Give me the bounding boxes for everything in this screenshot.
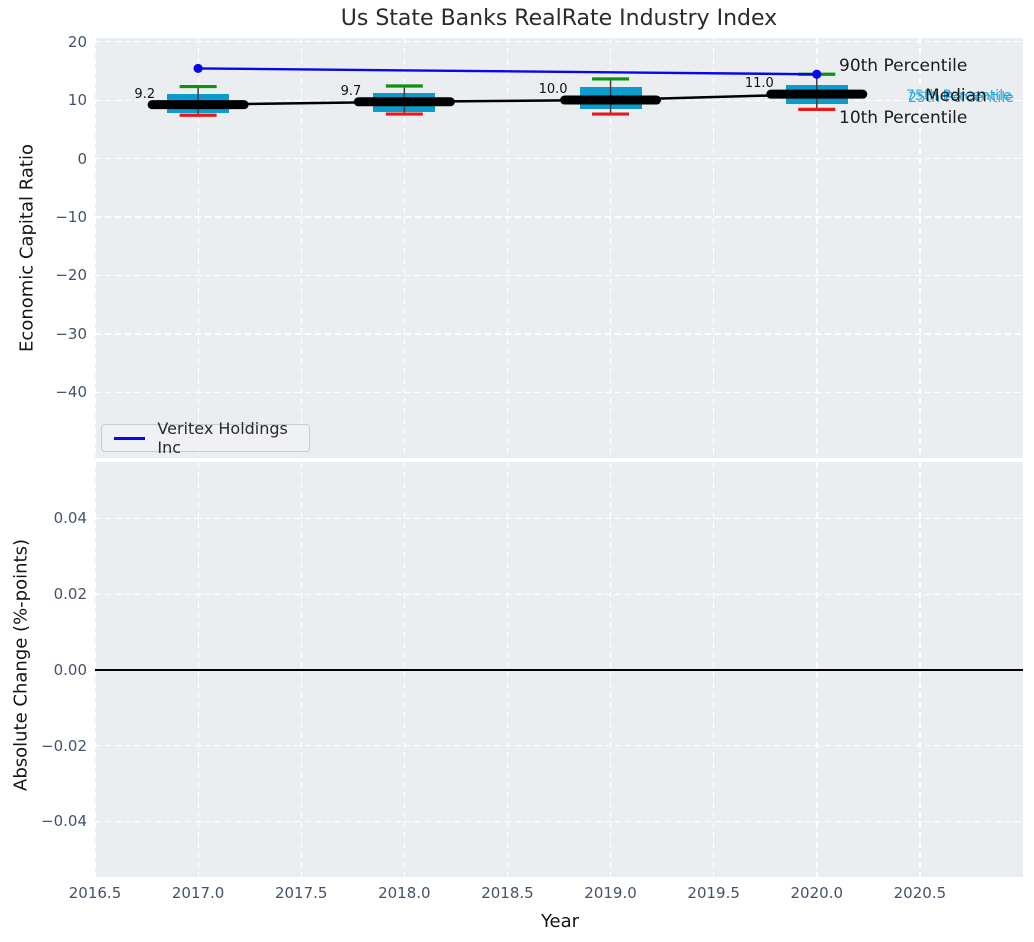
- x-tick-label: 2019.0: [584, 884, 637, 902]
- x-tick-label: 2016.5: [68, 884, 122, 902]
- x-axis-label: Year: [540, 911, 580, 932]
- percentile-90-label: 90th Percentile: [839, 56, 968, 76]
- gridline-v: [197, 38, 199, 458]
- y-tick-label: −40: [55, 383, 87, 402]
- gridline-v: [919, 38, 921, 458]
- gridline-v: [816, 38, 818, 458]
- boxplot-box-2017: [167, 93, 230, 114]
- x-tick-label: 2020.5: [893, 884, 947, 902]
- y-tick-label: −30: [55, 324, 87, 343]
- zero-line: [95, 668, 1023, 671]
- x-tick-label: 2017.0: [171, 884, 225, 902]
- x-tick-label: 2018.5: [481, 884, 534, 902]
- gridline-h: [95, 158, 1023, 160]
- percentile-10-label: 10th Percentile: [839, 108, 968, 128]
- median-label: Median: [925, 86, 987, 106]
- gridline-h: [95, 333, 1023, 335]
- gridline-v: [713, 38, 715, 458]
- percentile-75-label: 75th Percentile: [906, 88, 1012, 104]
- gridline-h: [95, 274, 1023, 277]
- gridline-v: [94, 38, 96, 458]
- median-value-label: 9.2: [134, 86, 156, 102]
- gridline-h: [95, 391, 1023, 394]
- median-value-label: 11.0: [744, 76, 774, 92]
- percentile-25-label: 25th Percentile: [908, 90, 1014, 106]
- y-tick-label: −0.04: [41, 812, 87, 831]
- gridline-h: [95, 745, 1023, 747]
- gridline-h: [95, 41, 1023, 43]
- chart-title: Us State Banks RealRate Industry Index: [340, 6, 778, 31]
- boxplot-box-2020: [785, 85, 848, 104]
- legend: Veritex Holdings Inc: [101, 419, 310, 457]
- y-tick-label: 0.02: [53, 585, 87, 604]
- y-tick-label: −10: [55, 207, 87, 226]
- y-tick-label: 20: [67, 32, 87, 51]
- legend-line-sample: [114, 436, 146, 440]
- boxplot-box-2018: [373, 92, 436, 112]
- y-tick-label: 10: [67, 91, 87, 109]
- y-tick-label: 0: [77, 149, 87, 168]
- gridline-h: [95, 99, 1023, 101]
- gridline-h: [95, 216, 1023, 218]
- boxplot-box-2019: [579, 87, 642, 109]
- y-tick-label: 0.04: [53, 509, 87, 528]
- gridline-h: [95, 593, 1023, 595]
- median-value-label: 10.0: [538, 82, 568, 97]
- gridline-v: [610, 38, 612, 458]
- gridline-h: [95, 517, 1023, 520]
- bottom-y-axis-label: Absolute Change (%-points): [10, 539, 32, 791]
- y-tick-label: −0.02: [41, 736, 87, 755]
- x-tick-label: 2020.0: [790, 884, 844, 902]
- y-tick-label: −20: [55, 266, 87, 285]
- y-tick-label: 0.00: [53, 660, 87, 679]
- top-y-axis-label: Economic Capital Ratio: [16, 144, 38, 352]
- legend-label: Veritex Holdings Inc: [157, 419, 288, 457]
- x-tick-label: 2017.5: [274, 884, 328, 902]
- gridline-v: [403, 38, 406, 458]
- x-tick-label: 2019.5: [687, 884, 740, 902]
- top-plot-area: [94, 38, 1023, 458]
- gridline-h: [95, 820, 1023, 823]
- median-value-label: 9.7: [340, 83, 362, 99]
- x-tick-label: 2018.0: [378, 884, 431, 902]
- gridline-v: [506, 38, 509, 458]
- gridline-v: [300, 38, 303, 458]
